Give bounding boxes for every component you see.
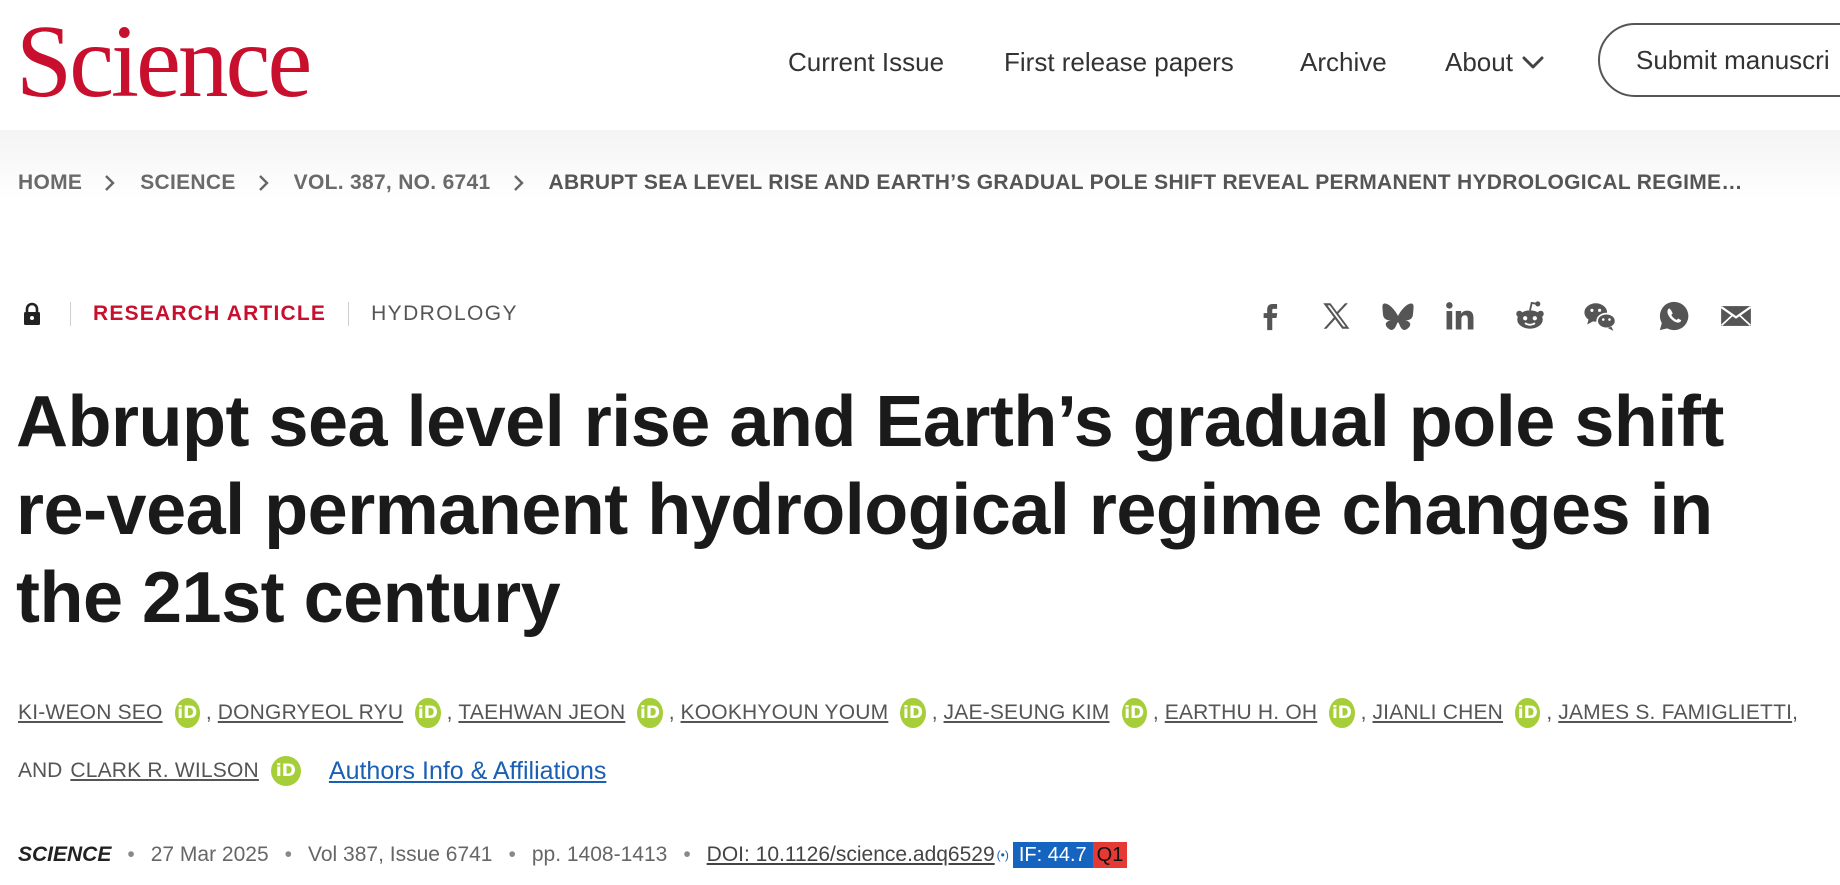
separator: ,: [668, 701, 675, 724]
separator: ,: [931, 701, 938, 724]
page-range: pp. 1408-1413: [531, 843, 668, 866]
nav-about[interactable]: About: [1445, 44, 1545, 80]
citation-line: SCIENCE • 27 Mar 2025 • Vol 387, Issue 6…: [18, 842, 1128, 868]
breadcrumb-volume[interactable]: VOL. 387, NO. 6741: [293, 171, 491, 194]
facebook-icon[interactable]: [1250, 296, 1290, 336]
article-type[interactable]: RESEARCH ARTICLE: [93, 302, 327, 325]
impact-factor-badge: IF: 44.7: [1012, 842, 1093, 868]
breadcrumb-home[interactable]: HOME: [18, 171, 83, 194]
breadcrumb: HOME SCIENCE VOL. 387, NO. 6741 ABRUPT S…: [18, 171, 1743, 195]
breadcrumb-science[interactable]: SCIENCE: [140, 171, 236, 194]
site-header: Science Current Issue First release pape…: [0, 0, 1840, 130]
chevron-down-icon: [1522, 56, 1544, 69]
orcid-icon[interactable]: iD: [415, 698, 441, 728]
x-icon[interactable]: [1316, 296, 1356, 336]
reddit-icon[interactable]: [1510, 296, 1550, 336]
chevron-right-icon: [258, 175, 269, 191]
nav-archive[interactable]: Archive: [1300, 47, 1387, 77]
separator: •: [284, 843, 292, 866]
volume-issue: Vol 387, Issue 6741: [308, 843, 493, 866]
quartile-badge: Q1: [1092, 842, 1128, 868]
separator: ,: [1546, 701, 1553, 724]
article-subject[interactable]: HYDROLOGY: [371, 302, 518, 325]
orcid-icon[interactable]: iD: [1121, 698, 1147, 728]
orcid-icon[interactable]: iD: [637, 698, 663, 728]
separator: •: [127, 843, 135, 866]
author-link[interactable]: JAMES S. FAMIGLIETTI: [1558, 701, 1793, 724]
lock-icon: [24, 302, 40, 325]
submit-manuscript-button[interactable]: Submit manuscri: [1598, 23, 1840, 97]
author-link[interactable]: KI-WEON SEO: [18, 701, 163, 724]
doi-link[interactable]: DOI: 10.1126/science.adq6529: [706, 843, 995, 866]
author-link[interactable]: KOOKHYOUN YOUM: [680, 701, 889, 724]
separator: ,: [1360, 701, 1367, 724]
orcid-icon[interactable]: iD: [900, 698, 926, 728]
wechat-icon[interactable]: [1580, 296, 1620, 336]
separator: ,: [446, 701, 453, 724]
bluesky-icon[interactable]: [1378, 296, 1418, 336]
article-meta: RESEARCH ARTICLE HYDROLOGY: [22, 302, 518, 326]
orcid-icon[interactable]: iD: [1515, 698, 1541, 728]
author-link[interactable]: CLARK R. WILSON: [70, 759, 259, 782]
author-list: KI-WEON SEO iD, DONGRYEOL RYU iD, TAEHWA…: [18, 684, 1798, 800]
author-link[interactable]: DONGRYEOL RYU: [217, 701, 404, 724]
article-title: Abrupt sea level rise and Earth’s gradua…: [16, 382, 1724, 638]
separator: ,: [205, 701, 212, 724]
breadcrumb-current: ABRUPT SEA LEVEL RISE AND EARTH’S GRADUA…: [548, 171, 1743, 194]
separator: ,: [1152, 701, 1159, 724]
orcid-icon[interactable]: iD: [1329, 698, 1355, 728]
and-label: AND: [18, 759, 63, 782]
science-logo[interactable]: Science: [16, 4, 312, 119]
chevron-right-icon: [513, 175, 524, 191]
separator: ,: [1792, 701, 1798, 724]
publication-date: 27 Mar 2025: [150, 843, 269, 866]
divider: [70, 302, 71, 326]
author-line: KI-WEON SEO iD, DONGRYEOL RYU iD, TAEHWA…: [18, 684, 1798, 742]
nav-about-label: About: [1445, 47, 1513, 77]
chevron-right-icon: [105, 175, 115, 191]
author-link[interactable]: EARTHU H. OH: [1164, 701, 1318, 724]
orcid-icon[interactable]: iD: [174, 698, 200, 728]
nav-first-release-papers[interactable]: First release papers: [1004, 47, 1234, 77]
signal-icon: (•): [996, 848, 1009, 862]
separator: •: [508, 843, 516, 866]
journal-name: SCIENCE: [18, 843, 112, 866]
author-line: AND CLARK R. WILSON iD Authors Info & Af…: [18, 742, 1798, 800]
orcid-icon[interactable]: iD: [270, 756, 301, 786]
linkedin-icon[interactable]: [1440, 296, 1480, 336]
separator: •: [683, 843, 691, 866]
author-link[interactable]: JAE-SEUNG KIM: [943, 701, 1110, 724]
author-link[interactable]: JIANLI CHEN: [1372, 701, 1504, 724]
breadcrumb-band: [0, 130, 1840, 230]
authors-affiliations-link[interactable]: Authors Info & Affiliations: [328, 757, 607, 785]
author-link[interactable]: TAEHWAN JEON: [458, 701, 626, 724]
divider: [348, 302, 350, 326]
email-icon[interactable]: [1716, 296, 1756, 336]
nav-current-issue[interactable]: Current Issue: [788, 47, 945, 77]
whatsapp-icon[interactable]: [1654, 296, 1694, 336]
